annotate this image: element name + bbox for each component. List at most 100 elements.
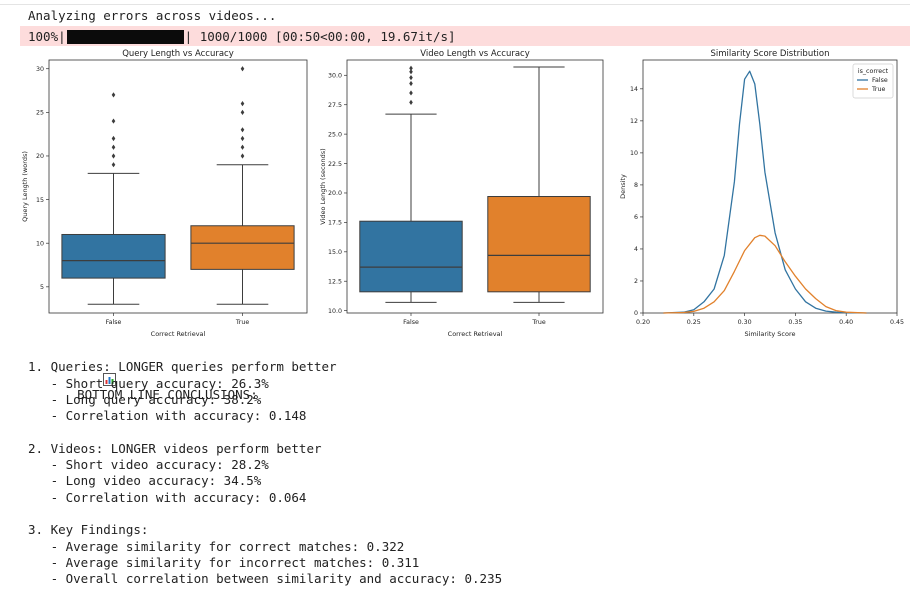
- x-tick-label: 0.25: [687, 319, 701, 326]
- y-axis-label: Density: [619, 174, 627, 199]
- conclusion-line: - Short video accuracy: 28.2%: [28, 457, 269, 473]
- box-iqr: [61, 233, 166, 279]
- plot-frame: [642, 59, 898, 314]
- progress-stats: 1000/1000 [00:50<00:00, 19.67it/s]: [192, 29, 456, 44]
- y-tick-label: 8: [634, 182, 638, 189]
- x-tick-label: True: [531, 319, 546, 326]
- y-tick-label: 10: [36, 240, 44, 247]
- outlier-point: [111, 153, 116, 159]
- y-tick-label: 20: [36, 153, 44, 160]
- x-axis-label: Similarity Score: [744, 330, 795, 338]
- conclusion-line: 3. Key Findings:: [28, 522, 149, 538]
- box-false: [61, 92, 166, 305]
- outlier-point: [240, 101, 245, 107]
- outlier-point: [111, 135, 116, 142]
- chart-title: Similarity Score Distribution: [711, 49, 830, 59]
- outlier-point: [240, 135, 245, 142]
- y-tick-label: 30.0: [328, 72, 342, 79]
- x-tick-label: True: [235, 319, 250, 326]
- outlier-point: [240, 109, 245, 115]
- conclusions-header: BOTTOM LINE CONCLUSIONS:: [28, 343, 258, 402]
- box-iqr: [190, 225, 295, 270]
- y-tick-label: 0: [634, 310, 638, 317]
- x-tick-label: False: [106, 319, 122, 326]
- outlier-point: [409, 75, 413, 81]
- y-tick-label: 14: [630, 86, 638, 93]
- legend: is_correct False True: [852, 63, 894, 99]
- y-axis-label: Video Length (seconds): [319, 148, 327, 224]
- outlier-point: [409, 65, 413, 71]
- y-tick-label: 10.0: [328, 308, 342, 315]
- y-tick-label: 22.5: [328, 161, 342, 168]
- y-tick-label: 30: [36, 66, 44, 73]
- y-tick-label: 15.0: [328, 249, 342, 256]
- cell-separator: [0, 0, 910, 5]
- conclusion-line: 2. Videos: LONGER videos perform better: [28, 440, 322, 456]
- y-tick-label: 25: [36, 110, 44, 117]
- outlier-point: [111, 162, 116, 168]
- y-tick-label: 25.0: [328, 131, 342, 138]
- density-line-true: [663, 234, 867, 314]
- density-line-false: [663, 70, 867, 314]
- status-text: Analyzing errors across videos...: [28, 8, 277, 23]
- conclusions-header-text: BOTTOM LINE CONCLUSIONS:: [77, 387, 258, 402]
- outlier-point: [111, 118, 116, 124]
- outlier-point: [111, 144, 116, 150]
- outlier-point: [240, 66, 245, 72]
- outlier-point: [240, 127, 245, 133]
- outlier-point: [240, 153, 245, 159]
- chart-title: Video Length vs Accuracy: [420, 49, 530, 59]
- x-axis-label: Correct Retrieval: [151, 330, 206, 338]
- conclusion-line: - Average similarity for correct matches…: [28, 538, 405, 554]
- x-tick-label: 0.45: [890, 319, 904, 326]
- box-iqr: [359, 220, 463, 293]
- x-tick-label: 0.40: [839, 319, 853, 326]
- box-true: [190, 66, 295, 305]
- outlier-point: [409, 99, 413, 105]
- conclusion-line: - Short query accuracy: 26.3%: [28, 375, 269, 391]
- y-tick-label: 5: [40, 284, 44, 291]
- box-true: [487, 66, 591, 303]
- box-false: [359, 65, 463, 303]
- conclusion-line: - Long query accuracy: 38.2%: [28, 391, 262, 407]
- bar-chart-icon: [58, 358, 117, 386]
- x-tick-label: 0.30: [738, 319, 752, 326]
- x-tick-label: False: [403, 319, 419, 326]
- outlier-point: [111, 92, 116, 98]
- conclusion-line: - Correlation with accuracy: 0.064: [28, 489, 307, 505]
- legend-title: is_correct: [858, 68, 889, 75]
- conclusion-line: - Correlation with accuracy: 0.148: [28, 408, 307, 424]
- conclusion-line: - Long video accuracy: 34.5%: [28, 473, 262, 489]
- x-axis-label: Correct Retrieval: [448, 330, 503, 338]
- conclusions-block: BOTTOM LINE CONCLUSIONS: 1. Queries: LON…: [28, 343, 502, 586]
- y-tick-label: 27.5: [328, 102, 342, 109]
- progress-percent: 100%|: [28, 29, 66, 44]
- plot-frame: [48, 59, 308, 314]
- y-tick-label: 17.5: [328, 220, 342, 227]
- y-axis-label: Query Length (words): [21, 151, 29, 222]
- conclusion-line: 1. Queries: LONGER queries perform bette…: [28, 359, 337, 375]
- y-tick-label: 12: [630, 118, 638, 125]
- outlier-point: [409, 90, 413, 96]
- x-tick-label: 0.20: [636, 319, 650, 326]
- legend-entry: False: [872, 77, 888, 84]
- plot-frame: [346, 59, 604, 314]
- outlier-point: [240, 144, 245, 150]
- progress-bar: [66, 29, 184, 44]
- conclusion-line: - Overall correlation between similarity…: [28, 571, 503, 587]
- y-tick-label: 12.5: [328, 278, 342, 285]
- conclusion-line: - Average similarity for incorrect match…: [28, 554, 420, 570]
- charts-figure: Query Length vs Accuracy Correct Retrieva…: [21, 49, 904, 338]
- y-tick-label: 15: [36, 197, 44, 204]
- y-tick-label: 20.0: [328, 190, 342, 197]
- progress-output: 100%| | 1000/1000 [00:50<00:00, 19.67it/s…: [20, 26, 910, 46]
- chart-title: Query Length vs Accuracy: [122, 49, 234, 59]
- box-iqr: [487, 196, 591, 293]
- y-tick-label: 10: [630, 150, 638, 157]
- x-tick-label: 0.35: [788, 319, 802, 326]
- y-tick-label: 4: [634, 246, 638, 253]
- y-tick-label: 2: [634, 278, 638, 285]
- outlier-point: [409, 80, 413, 87]
- y-tick-label: 6: [634, 214, 638, 221]
- legend-entry: True: [871, 86, 886, 93]
